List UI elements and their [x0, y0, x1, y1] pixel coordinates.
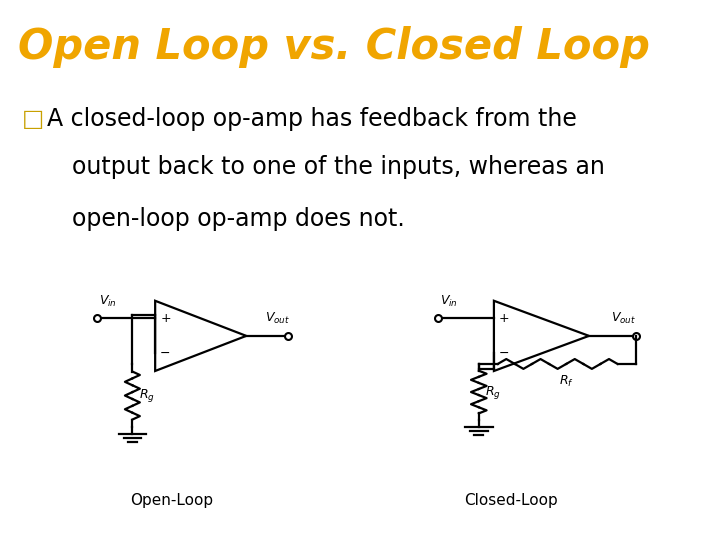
Text: $R_g$: $R_g$: [138, 387, 155, 404]
Text: Closed-Loop: Closed-Loop: [464, 494, 558, 508]
Text: $R_g$: $R_g$: [485, 383, 501, 401]
Text: open-loop op-amp does not.: open-loop op-amp does not.: [72, 207, 405, 231]
Text: $V_{in}$: $V_{in}$: [99, 293, 117, 308]
Text: +: +: [499, 312, 510, 325]
Text: output back to one of the inputs, whereas an: output back to one of the inputs, wherea…: [72, 156, 605, 179]
Text: $V_{out}$: $V_{out}$: [265, 311, 290, 326]
Text: $V_{out}$: $V_{out}$: [611, 311, 636, 326]
Text: $V_{in}$: $V_{in}$: [440, 293, 458, 308]
Text: Open-Loop: Open-Loop: [130, 494, 213, 508]
Text: −: −: [160, 347, 171, 360]
Text: A closed-loop op-amp has feedback from the: A closed-loop op-amp has feedback from t…: [47, 107, 577, 131]
Text: $R_f$: $R_f$: [559, 374, 574, 389]
Text: +: +: [160, 312, 171, 325]
Text: □: □: [22, 107, 44, 131]
Text: Open Loop vs. Closed Loop: Open Loop vs. Closed Loop: [18, 26, 650, 68]
Text: −: −: [499, 347, 510, 360]
